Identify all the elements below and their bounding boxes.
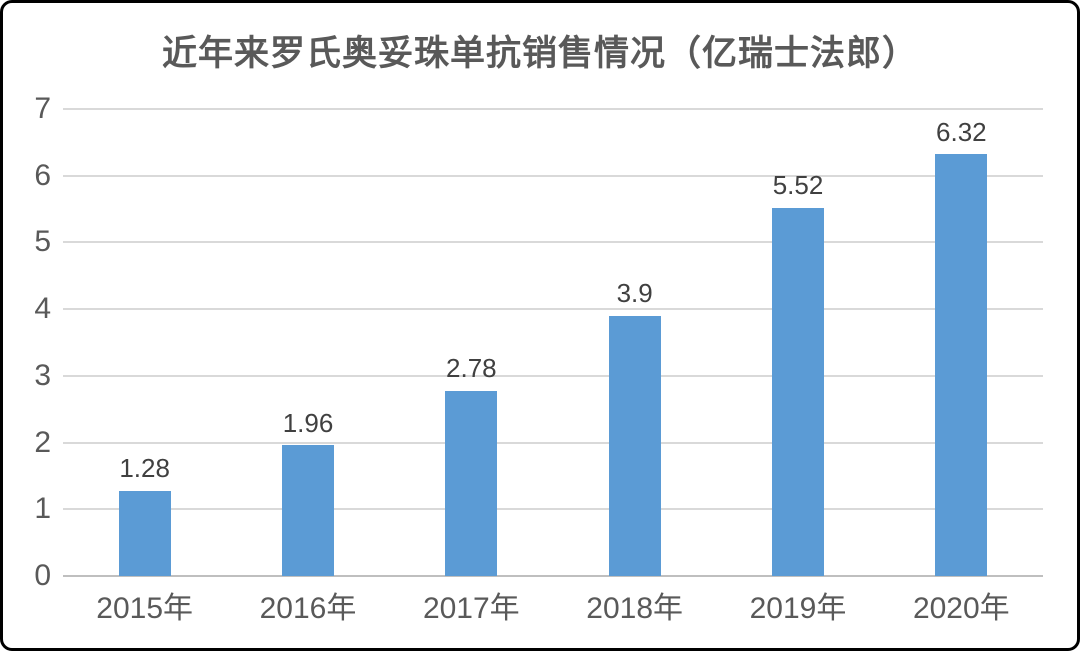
chart-title: 近年来罗氏奥妥珠单抗销售情况（亿瑞士法郎） xyxy=(161,34,918,73)
y-tick-label: 7 xyxy=(34,92,51,125)
x-axis-labels: 2015年 2016年 2017年 2018年 2019年 2020年 xyxy=(63,588,1043,630)
bar-2016 xyxy=(282,445,334,576)
bar-value-label: 1.96 xyxy=(282,407,334,438)
bar-2017 xyxy=(445,390,498,576)
gridline xyxy=(63,174,1043,177)
y-tick-label: 0 xyxy=(34,559,51,592)
bar-2018 xyxy=(608,315,661,576)
bar-value-label: 2.78 xyxy=(446,352,497,383)
bar-value-label: 1.28 xyxy=(119,453,170,484)
bar-2019 xyxy=(772,207,824,576)
y-tick-label: 1 xyxy=(34,492,51,526)
bar-2015 xyxy=(118,490,171,576)
bar-value-label: 6.32 xyxy=(936,116,987,147)
y-tick-label: 5 xyxy=(34,225,51,259)
x-tick-label: 2015年 xyxy=(96,592,194,625)
bar-value-label: 5.52 xyxy=(772,170,824,201)
x-tick-label: 2019年 xyxy=(749,592,847,625)
y-tick-label: 4 xyxy=(34,292,51,326)
y-tick-label: 3 xyxy=(34,358,51,392)
x-tick-label: 2016年 xyxy=(259,592,357,625)
gridline xyxy=(63,508,1043,511)
gridline xyxy=(63,441,1043,444)
x-tick-label: 2017年 xyxy=(422,592,520,625)
plot-area: 1.28 1.96 2.78 3.9 5.52 6.32 xyxy=(63,108,1043,577)
x-axis-line xyxy=(63,575,1043,577)
gridline xyxy=(63,241,1043,244)
x-tick-label: 2018年 xyxy=(586,592,684,625)
y-axis-labels: 0 1 2 3 4 5 6 7 xyxy=(15,94,51,591)
bar-value-label: 3.9 xyxy=(616,278,653,309)
gridline xyxy=(63,308,1043,311)
y-tick-label: 2 xyxy=(34,425,51,459)
gridline xyxy=(63,108,1043,110)
bar-2020 xyxy=(935,154,988,576)
gridline xyxy=(63,374,1043,377)
x-tick-label: 2020年 xyxy=(912,592,1010,625)
y-tick-label: 6 xyxy=(34,158,51,192)
